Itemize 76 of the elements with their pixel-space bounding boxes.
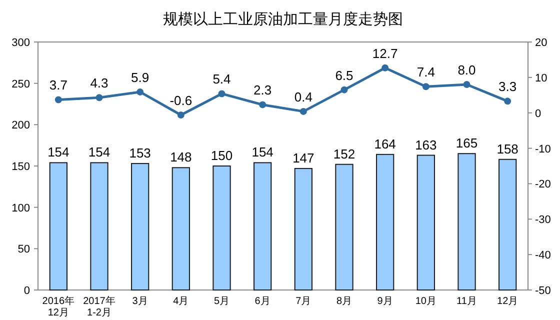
point (218, 90, 226, 98)
point (504, 98, 512, 105)
data-label: 148 (170, 150, 192, 165)
y2-tick-label: -20 (535, 178, 551, 191)
data-label: -0.6 (170, 92, 192, 108)
x-tick-label: 4月 (173, 296, 189, 307)
y2-tick-label: -30 (535, 214, 551, 226)
y2-tick-label: -50 (535, 285, 551, 297)
x-tick-label: 9月 (377, 296, 393, 307)
point (54, 96, 62, 104)
y2-tick-label: 20 (535, 37, 548, 49)
x-tick-label: 7月 (296, 296, 312, 307)
bar (294, 168, 312, 290)
point (463, 81, 470, 88)
y-tick-label: 50 (18, 244, 30, 256)
bar (335, 164, 354, 290)
bar (254, 162, 272, 290)
point (340, 86, 348, 94)
data-label: 153 (129, 146, 151, 161)
y-tick-label: 0 (24, 285, 30, 297)
point (259, 101, 266, 108)
data-label: 2.3 (254, 82, 272, 98)
bar (131, 163, 150, 290)
data-label: 5.9 (131, 70, 150, 85)
data-label: 4.3 (90, 76, 108, 91)
bar (498, 158, 517, 290)
y-tick-label: 200 (12, 120, 30, 132)
data-label: 3.3 (498, 79, 517, 94)
point (300, 108, 307, 115)
data-label: 147 (292, 150, 314, 166)
data-label: 7.4 (416, 64, 435, 80)
x-tick-label: 6月 (254, 296, 270, 307)
x-tick-label: 2016年 12月 (42, 295, 75, 318)
bar (172, 167, 190, 290)
data-label: 158 (496, 141, 518, 156)
data-label: 3.7 (49, 78, 68, 93)
data-label: 154 (88, 144, 110, 160)
y2-tick-label: 0 (535, 108, 542, 120)
bar (212, 166, 231, 290)
y2-tick-label: -10 (535, 143, 551, 156)
bar (49, 162, 68, 290)
point (422, 83, 430, 90)
data-label: 150 (210, 148, 233, 163)
x-tick-label: 10月 (415, 296, 436, 307)
x-tick-label: 3月 (132, 296, 148, 307)
y2-tick-label: -40 (535, 250, 551, 262)
point (382, 64, 389, 72)
x-tick-label: 2017年 1-2月 (83, 295, 116, 318)
x-tick-label: 12月 (497, 296, 518, 307)
data-label: 154 (252, 144, 274, 160)
bar (416, 154, 435, 290)
x-tick-label: 8月 (336, 296, 352, 307)
point (177, 111, 184, 118)
y2-tick-label: 10 (535, 72, 548, 84)
data-label: 152 (333, 146, 356, 162)
bar (458, 153, 476, 290)
data-label: 0.4 (294, 89, 312, 104)
y-tick-label: 250 (12, 78, 30, 90)
data-label: 6.5 (335, 68, 354, 83)
data-label: 165 (456, 136, 478, 151)
point (136, 88, 144, 96)
bar (376, 154, 394, 290)
chart-title: 规模以上工业原油加工量月度走势图 (163, 11, 403, 28)
point (96, 94, 103, 102)
x-tick-label: 11月 (456, 296, 477, 307)
y-tick-label: 300 (12, 37, 30, 49)
data-label: 12.7 (372, 46, 398, 61)
bar (90, 162, 108, 290)
data-label: 154 (48, 144, 70, 160)
data-label: 8.0 (458, 62, 476, 78)
y-tick-label: 150 (12, 161, 30, 173)
y-tick-label: 100 (12, 202, 30, 214)
data-label: 164 (374, 136, 396, 152)
data-label: 5.4 (212, 72, 231, 87)
x-tick-label: 5月 (214, 296, 230, 307)
data-label: 163 (415, 137, 437, 152)
